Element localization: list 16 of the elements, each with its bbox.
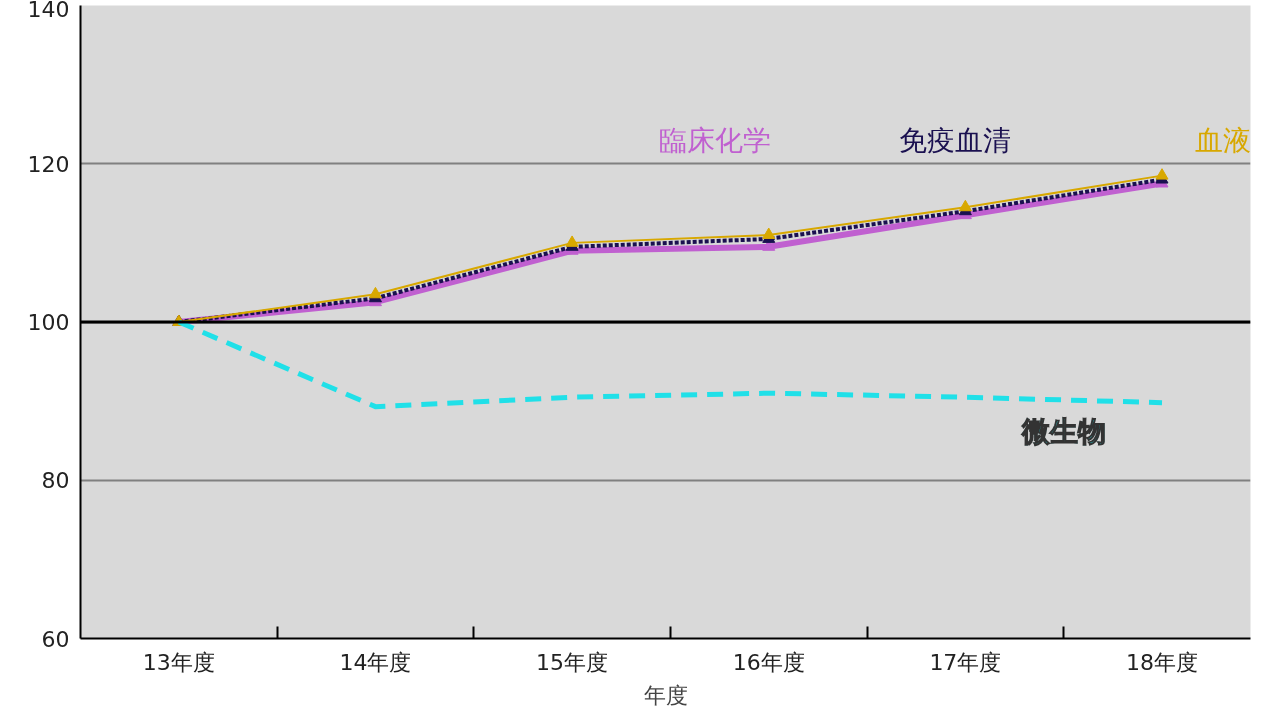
x-axis-title: 年度 bbox=[643, 682, 688, 708]
y-tick-label: 140 bbox=[27, 0, 70, 22]
y-tick-label: 120 bbox=[27, 151, 70, 177]
y-tick-label: 80 bbox=[41, 468, 70, 494]
x-tick-label: 15年度 bbox=[536, 649, 609, 675]
x-tick-label: 14年度 bbox=[339, 649, 412, 675]
x-tick-label: 18年度 bbox=[1126, 649, 1199, 675]
y-tick-label: 100 bbox=[27, 310, 70, 335]
y-tick-label: 60 bbox=[41, 626, 70, 652]
text: 臨床化学 bbox=[658, 124, 771, 158]
series-label: 微生物 bbox=[1020, 414, 1106, 448]
series-label: 血液 bbox=[1194, 124, 1251, 158]
x-tick-label: 17年度 bbox=[929, 649, 1002, 675]
series-label: 免疫血清 bbox=[898, 124, 1011, 158]
x-tick-label: 16年度 bbox=[732, 649, 805, 675]
x-tick-label: 13年度 bbox=[142, 649, 215, 675]
